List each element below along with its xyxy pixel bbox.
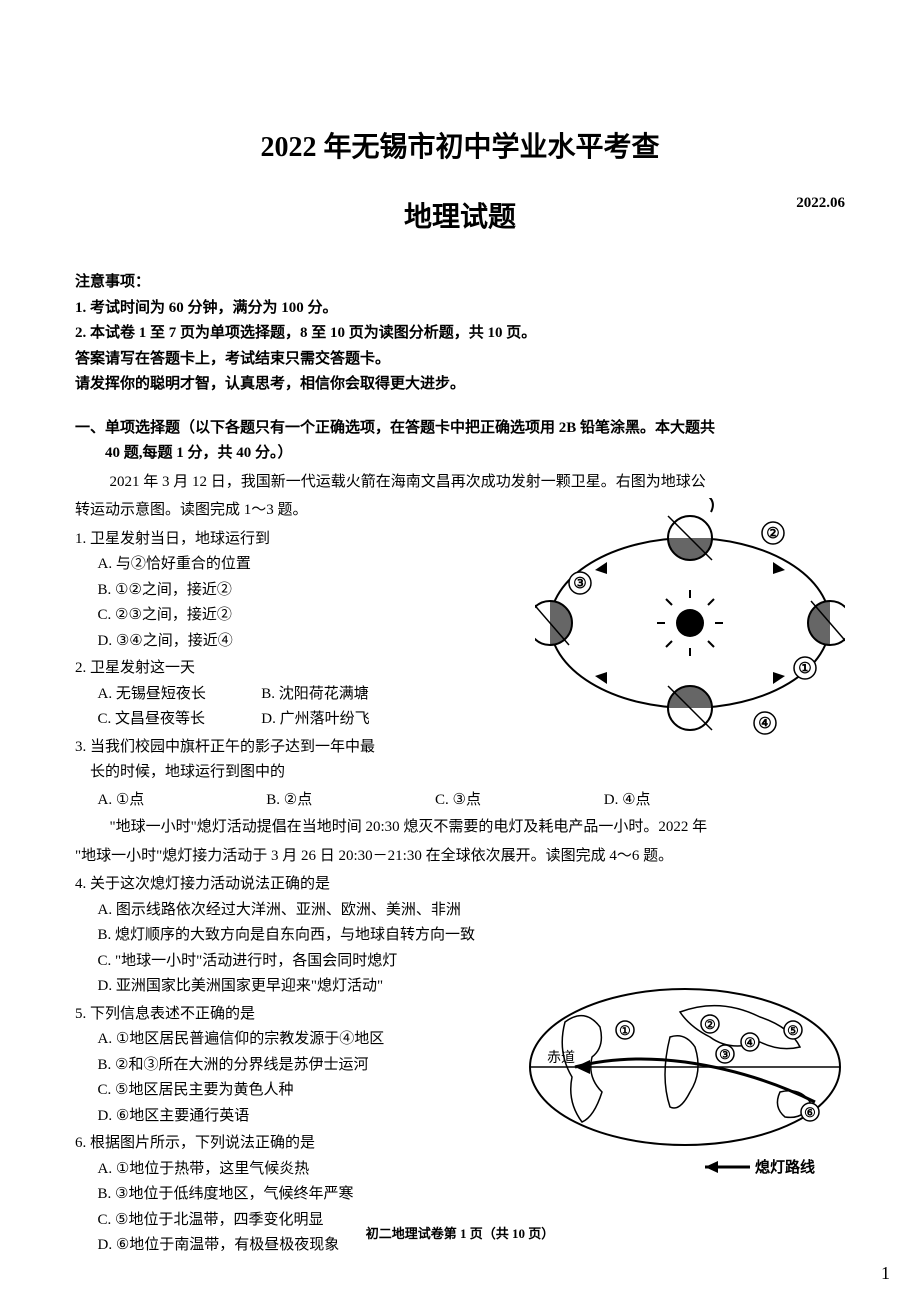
q5: 5. 下列信息表述不正确的是 A. ①地区居民普遍信仰的宗教发源于④地区 B. … xyxy=(75,1002,525,1130)
passage-2a: "地球一小时"熄灯活动提倡在当地时间 20:30 熄灭不需要的电灯及耗电产品一小… xyxy=(110,815,846,841)
orbit-figure: ② ① ④ ③ xyxy=(535,498,845,748)
title-date: 2022.06 xyxy=(796,195,845,212)
map-label-3: ③ xyxy=(719,1047,731,1062)
q1-d: D. ③④之间，接近④ xyxy=(75,629,535,655)
q1-c: C. ②③之间，接近② xyxy=(75,603,535,629)
notice-item: 1. 考试时间为 60 分钟，满分为 100 分。 xyxy=(75,296,845,322)
q2-c: C. 文昌昼夜等长 xyxy=(98,707,258,733)
q4-a: A. 图示线路依次经过大洋洲、亚洲、欧洲、美洲、非洲 xyxy=(75,898,845,924)
notice-item: 2. 本试卷 1 至 7 页为单项选择题，8 至 10 页为读图分析题，共 10… xyxy=(75,321,845,347)
passage-1b: 转运动示意图。读图完成 1～3 题。 xyxy=(75,498,535,524)
q2-b: B. 沈阳荷花满塘 xyxy=(261,682,421,708)
q3-b: B. ②点 xyxy=(266,788,431,814)
section-line2: 40 题,每题 1 分，共 40 分。） xyxy=(75,441,845,467)
q2-a: A. 无锡昼短夜长 xyxy=(98,682,258,708)
title-sub: 地理试题 xyxy=(404,195,516,235)
map-label-4: ④ xyxy=(744,1035,756,1050)
orbit-label-3: ③ xyxy=(573,576,586,592)
q3-c: C. ③点 xyxy=(435,788,600,814)
title-row: 地理试题 2022.06 xyxy=(75,195,845,235)
q4-stem: 4. 关于这次熄灯接力活动说法正确的是 xyxy=(75,872,845,898)
notice-header: 注意事项： xyxy=(75,270,845,296)
q5-b: B. ②和③所在大洲的分界线是苏伊士运河 xyxy=(75,1053,525,1079)
map-label-5: ⑤ xyxy=(787,1023,799,1038)
q4-b: B. 熄灯顺序的大致方向是自东向西，与地球自转方向一致 xyxy=(75,923,845,949)
q1-b: B. ①②之间，接近② xyxy=(75,578,535,604)
q5-6-text: 5. 下列信息表述不正确的是 A. ①地区居民普遍信仰的宗教发源于④地区 B. … xyxy=(75,1002,525,1261)
q6-a: A. ①地位于热带，这里气候炎热 xyxy=(75,1157,525,1183)
q5-c: C. ⑤地区居民主要为黄色人种 xyxy=(75,1078,525,1104)
q6-stem: 6. 根据图片所示，下列说法正确的是 xyxy=(75,1131,525,1157)
q5-6-block: 5. 下列信息表述不正确的是 A. ①地区居民普遍信仰的宗教发源于④地区 B. … xyxy=(75,1002,845,1261)
section-header: 一、单项选择题（以下各题只有一个正确选项，在答题卡中把正确选项用 2B 铅笔涂黑… xyxy=(75,416,845,467)
world-map-figure: ① ② ③ ④ ⑤ ⑥ 赤道 熄灯路线 xyxy=(525,982,845,1187)
q5-a: A. ①地区居民普遍信仰的宗教发源于④地区 xyxy=(75,1027,525,1053)
q3: 3. 当我们校园中旗杆正午的影子达到一年中最 长的时候，地球运行到图中的 xyxy=(75,735,535,786)
notice-block: 注意事项： 1. 考试时间为 60 分钟，满分为 100 分。 2. 本试卷 1… xyxy=(75,270,845,398)
q1-stem: 1. 卫星发射当日，地球运行到 xyxy=(75,527,535,553)
q6-b: B. ③地位于低纬度地区，气候终年严寒 xyxy=(75,1182,525,1208)
q2: 2. 卫星发射这一天 A. 无锡昼短夜长 B. 沈阳荷花满塘 C. 文昌昼夜等长… xyxy=(75,656,535,733)
passage-2b: "地球一小时"熄灯接力活动于 3 月 26 日 20:30－21:30 在全球依… xyxy=(75,844,845,870)
q1-3-text: 转运动示意图。读图完成 1～3 题。 1. 卫星发射当日，地球运行到 A. 与②… xyxy=(75,498,535,788)
q4: 4. 关于这次熄灯接力活动说法正确的是 A. 图示线路依次经过大洋洲、亚洲、欧洲… xyxy=(75,872,845,1000)
orbit-label-1: ① xyxy=(798,661,811,677)
q5-d: D. ⑥地区主要通行英语 xyxy=(75,1104,525,1130)
q3-d: D. ④点 xyxy=(604,788,769,814)
route-legend: 熄灯路线 xyxy=(755,1158,815,1176)
map-label-1: ① xyxy=(619,1023,631,1038)
orbit-label-2: ② xyxy=(766,526,779,542)
map-label-6: ⑥ xyxy=(804,1105,816,1120)
q1-3-block: 转运动示意图。读图完成 1～3 题。 1. 卫星发射当日，地球运行到 A. 与②… xyxy=(75,498,845,788)
q1: 1. 卫星发射当日，地球运行到 A. 与②恰好重合的位置 B. ①②之间，接近②… xyxy=(75,527,535,655)
q4-c: C. "地球一小时"活动进行时，各国会同时熄灯 xyxy=(75,949,845,975)
q3-stem-b: 长的时候，地球运行到图中的 xyxy=(75,760,535,786)
equator-label: 赤道 xyxy=(547,1050,575,1066)
q5-stem: 5. 下列信息表述不正确的是 xyxy=(75,1002,525,1028)
q1-a: A. 与②恰好重合的位置 xyxy=(75,552,535,578)
title-main: 2022 年无锡市初中学业水平考查 xyxy=(75,125,845,165)
page-number: 1 xyxy=(881,1263,890,1284)
passage-1a: 2021 年 3 月 12 日，我国新一代运载火箭在海南文昌再次成功发射一颗卫星… xyxy=(110,470,846,496)
orbit-label-4: ④ xyxy=(758,716,771,732)
notice-item: 请发挥你的聪明才智，认真思考，相信你会取得更大进步。 xyxy=(75,372,845,398)
map-label-2: ② xyxy=(704,1017,716,1032)
q3-stem-a: 3. 当我们校园中旗杆正午的影子达到一年中最 xyxy=(75,735,535,761)
section-line1: 一、单项选择题（以下各题只有一个正确选项，在答题卡中把正确选项用 2B 铅笔涂黑… xyxy=(75,420,715,436)
notice-item: 答案请写在答题卡上，考试结束只需交答题卡。 xyxy=(75,347,845,373)
page-footer: 初二地理试卷第 1 页（共 10 页） xyxy=(0,1223,920,1242)
q3-a: A. ①点 xyxy=(98,788,263,814)
q2-stem: 2. 卫星发射这一天 xyxy=(75,656,535,682)
q3-opts: A. ①点 B. ②点 C. ③点 D. ④点 xyxy=(75,788,845,814)
q2-d: D. 广州落叶纷飞 xyxy=(261,707,421,733)
